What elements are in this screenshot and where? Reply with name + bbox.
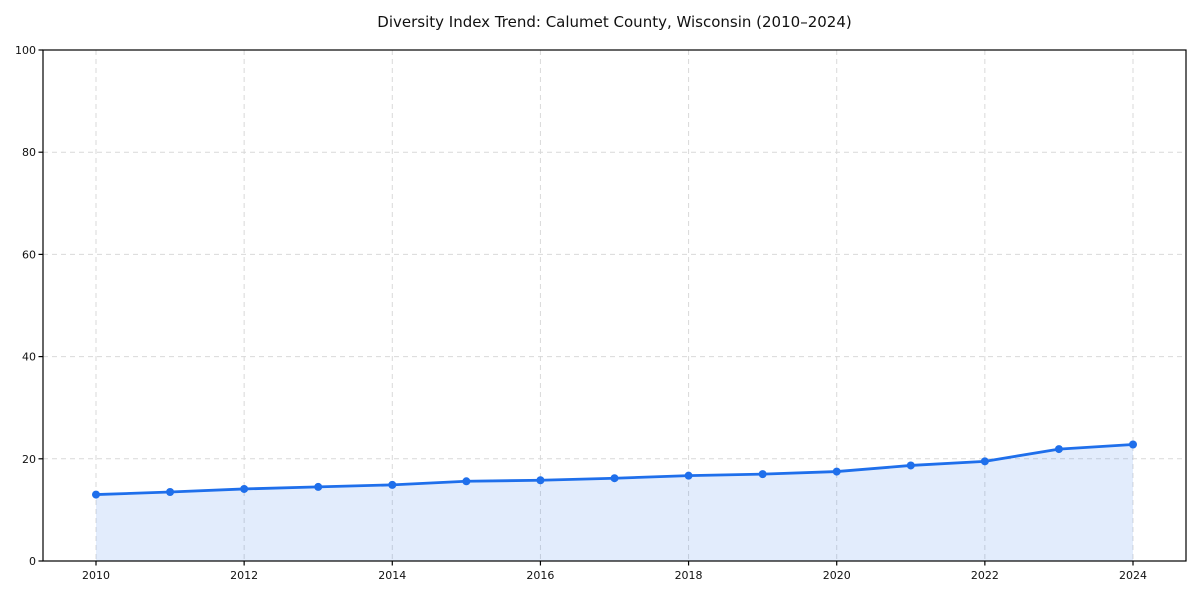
data-point [832, 467, 841, 476]
data-point [610, 474, 619, 483]
data-point [906, 461, 915, 470]
chart-title: Diversity Index Trend: Calumet County, W… [377, 13, 852, 31]
x-tick-label: 2016 [526, 569, 554, 582]
data-point [462, 477, 471, 486]
x-tick-label: 2012 [230, 569, 258, 582]
data-point [536, 476, 545, 485]
x-tick-label: 2022 [971, 569, 999, 582]
data-point [240, 484, 249, 493]
data-point [314, 482, 323, 491]
data-point [684, 471, 693, 480]
plot-border [42, 49, 1187, 562]
area-fill [96, 444, 1133, 561]
data-point [1054, 445, 1063, 454]
data-point [388, 480, 397, 489]
data-point [980, 457, 989, 466]
y-tick-label: 0 [29, 555, 36, 568]
y-tick-label: 80 [22, 146, 36, 159]
data-point [166, 488, 175, 497]
data-point [92, 490, 100, 499]
x-tick-label: 2010 [82, 569, 110, 582]
data-point [1129, 440, 1137, 449]
y-tick-label: 100 [15, 44, 36, 57]
x-tick-label: 2014 [378, 569, 406, 582]
y-tick-label: 40 [22, 351, 36, 364]
y-tick-label: 60 [22, 248, 36, 261]
data-point [758, 470, 767, 479]
x-tick-label: 2024 [1119, 569, 1147, 582]
y-tick-label: 20 [22, 453, 36, 466]
x-tick-label: 2020 [823, 569, 851, 582]
x-tick-label: 2018 [675, 569, 703, 582]
